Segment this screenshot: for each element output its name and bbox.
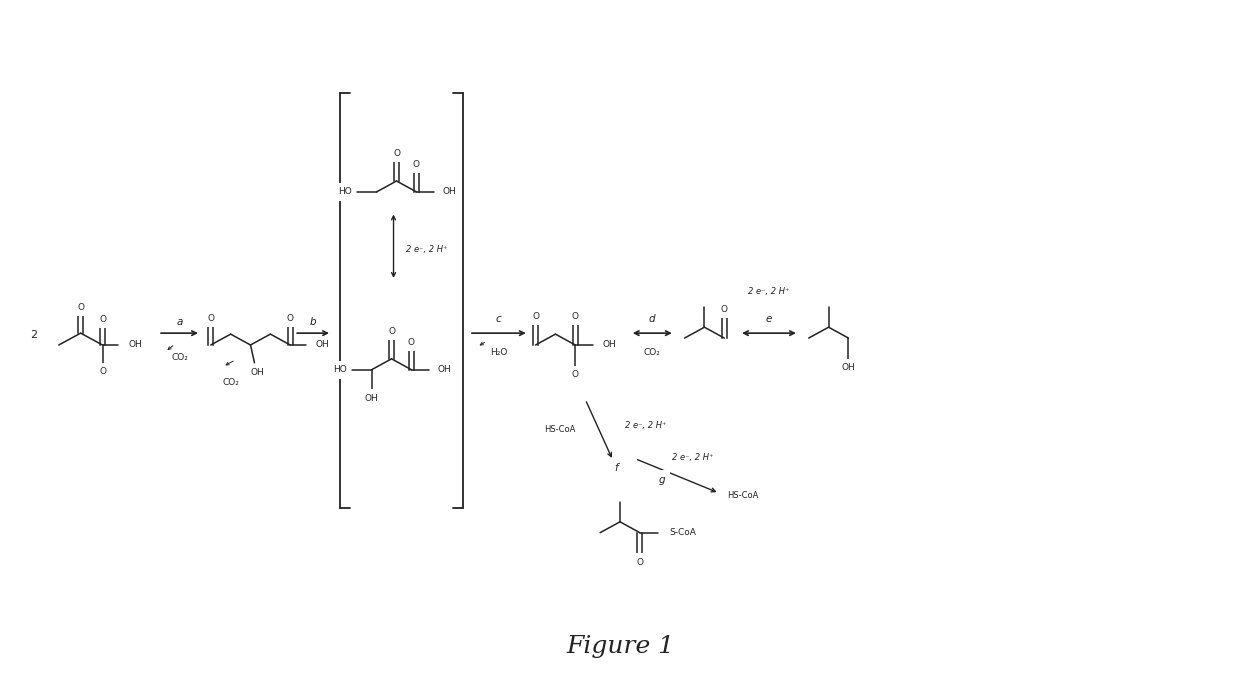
Text: 2: 2 <box>31 330 37 340</box>
Text: OH: OH <box>842 363 856 372</box>
Text: O: O <box>99 367 105 376</box>
Text: O: O <box>636 558 644 567</box>
Text: O: O <box>207 314 215 323</box>
Text: CO₂: CO₂ <box>222 378 239 387</box>
Text: c: c <box>496 314 502 324</box>
Text: HS-CoA: HS-CoA <box>728 491 759 499</box>
Text: O: O <box>532 312 539 321</box>
Text: O: O <box>77 303 84 312</box>
Text: e: e <box>766 314 773 324</box>
Text: O: O <box>99 315 105 324</box>
Text: H₂O: H₂O <box>490 348 507 357</box>
Text: OH: OH <box>603 341 616 350</box>
Text: O: O <box>720 305 728 314</box>
Text: HS-CoA: HS-CoA <box>544 425 575 434</box>
Text: O: O <box>286 314 294 323</box>
Text: 2 e⁻, 2 H⁺: 2 e⁻, 2 H⁺ <box>407 245 448 254</box>
Text: Figure 1: Figure 1 <box>565 635 675 658</box>
Text: O: O <box>572 370 579 379</box>
Text: b: b <box>310 317 316 327</box>
Text: O: O <box>572 312 579 321</box>
Text: HO: HO <box>334 365 347 374</box>
Text: OH: OH <box>250 368 264 377</box>
Text: HO: HO <box>339 187 352 196</box>
Text: O: O <box>413 160 420 169</box>
Text: O: O <box>393 149 401 158</box>
Text: f: f <box>614 464 618 473</box>
Text: S-CoA: S-CoA <box>670 528 697 537</box>
Text: OH: OH <box>315 341 329 350</box>
Text: O: O <box>408 338 415 347</box>
Text: 2 e⁻, 2 H⁺: 2 e⁻, 2 H⁺ <box>672 453 713 462</box>
Text: g: g <box>658 475 665 485</box>
Text: CO₂: CO₂ <box>644 348 660 357</box>
Text: 2 e⁻, 2 H⁺: 2 e⁻, 2 H⁺ <box>748 287 790 296</box>
Text: O: O <box>388 327 396 336</box>
Text: a: a <box>177 317 184 327</box>
Text: OH: OH <box>128 341 143 350</box>
Text: OH: OH <box>443 187 456 196</box>
Text: OH: OH <box>438 365 451 374</box>
Text: 2 e⁻, 2 H⁺: 2 e⁻, 2 H⁺ <box>625 420 666 429</box>
Text: OH: OH <box>365 394 378 403</box>
Text: CO₂: CO₂ <box>171 354 188 363</box>
Text: d: d <box>649 314 655 324</box>
